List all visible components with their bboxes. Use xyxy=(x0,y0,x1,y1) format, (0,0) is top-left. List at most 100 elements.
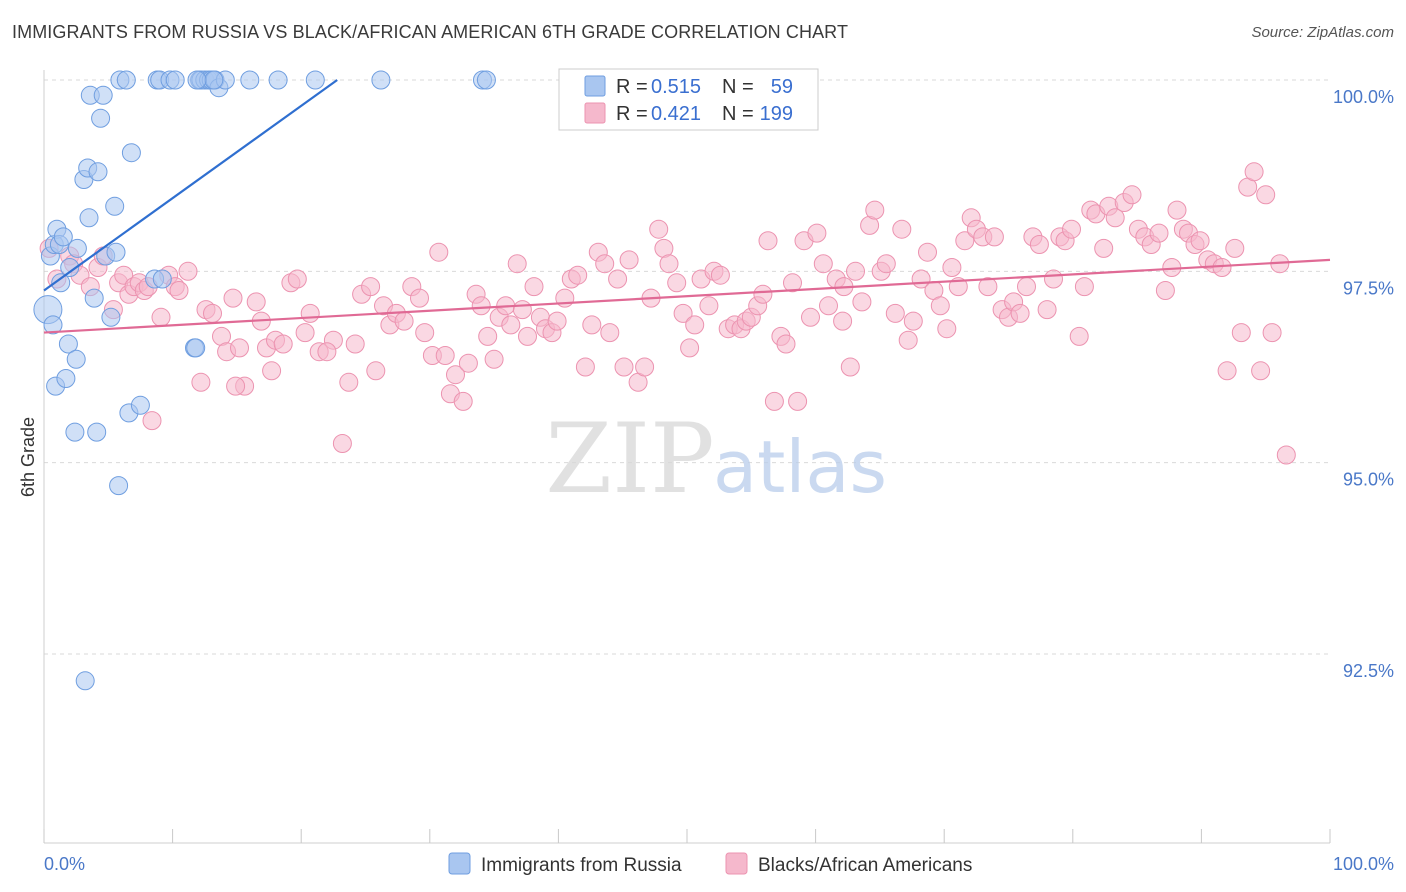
pink-data-point xyxy=(865,200,885,220)
blue-data-point xyxy=(75,671,95,691)
pink-data-point xyxy=(685,315,705,335)
x-tick-label-max: 100.0% xyxy=(1333,854,1394,874)
blue-data-point xyxy=(79,208,99,228)
blue-data-point xyxy=(186,338,206,358)
x-tick-label-min: 0.0% xyxy=(44,854,85,874)
pink-data-point xyxy=(758,231,778,251)
pink-data-point xyxy=(203,303,222,323)
blue-data-point xyxy=(60,258,80,277)
pink-data-point xyxy=(471,296,491,316)
pink-data-point xyxy=(942,258,962,277)
pink-data-point xyxy=(1069,326,1089,346)
series-legend-swatch-blue xyxy=(448,852,471,875)
legend-n-value-2: 199 xyxy=(760,103,793,125)
pink-data-point xyxy=(699,296,719,316)
pink-data-point xyxy=(892,219,912,239)
pink-data-point xyxy=(1029,235,1049,254)
pink-data-point xyxy=(484,349,504,369)
x-ticks xyxy=(43,829,1331,843)
pink-data-point xyxy=(1244,162,1264,182)
pink-data-point xyxy=(1155,281,1175,300)
y-tick-label: 100.0% xyxy=(1333,87,1394,107)
pink-data-point xyxy=(1256,185,1276,205)
pink-data-point xyxy=(366,361,386,381)
pink-data-point xyxy=(667,273,687,293)
blue-data-point xyxy=(67,238,87,258)
pink-data-point xyxy=(512,300,532,320)
pink-data-point xyxy=(501,315,521,335)
legend-r-label-1: R = xyxy=(616,76,648,98)
pink-data-point xyxy=(142,411,162,431)
blue-data-point xyxy=(268,70,288,90)
pink-data-point xyxy=(764,391,784,411)
chart-title: IMMIGRANTS FROM RUSSIA VS BLACK/AFRICAN … xyxy=(12,22,849,42)
pink-data-point xyxy=(575,357,595,377)
pink-data-point xyxy=(840,357,860,377)
y-tick-label: 92.5% xyxy=(1343,661,1394,681)
pink-data-point xyxy=(918,242,937,262)
series-legend-label-pink: Blacks/African Americans xyxy=(758,855,972,876)
blue-data-point xyxy=(93,85,113,105)
pink-data-point xyxy=(446,365,465,385)
blue-data-point xyxy=(240,70,260,90)
pink-data-point xyxy=(978,277,998,297)
pink-data-point xyxy=(1122,185,1142,205)
pink-data-point xyxy=(178,261,198,281)
pink-data-point xyxy=(753,284,773,304)
pink-data-point xyxy=(876,254,896,274)
pink-data-point xyxy=(984,227,1004,247)
pink-data-point xyxy=(710,265,730,285)
pink-data-point xyxy=(273,334,293,354)
pink-data-point xyxy=(1037,300,1057,320)
pink-data-point xyxy=(410,288,429,308)
legend-swatch-blue xyxy=(584,75,606,97)
blue-data-point xyxy=(165,70,185,90)
pink-data-point xyxy=(223,288,243,308)
blue-data-point xyxy=(130,395,150,415)
blue-data-point xyxy=(53,227,73,247)
pink-data-point xyxy=(262,361,282,381)
correlation-legend: R = 0.515 N = 59 R = 0.421 N = 199 xyxy=(558,68,819,131)
pink-data-point xyxy=(317,342,337,362)
watermark-atlas: atlas xyxy=(713,425,887,509)
pink-trend-line xyxy=(43,258,1331,334)
pink-data-point xyxy=(846,261,865,281)
y-tick-labels: 92.5% 95.0% 97.5% 100.0% xyxy=(1333,87,1394,681)
pink-data-point xyxy=(1251,361,1271,381)
pink-data-point xyxy=(1074,277,1094,297)
blue-data-point xyxy=(65,422,85,442)
pink-data-point xyxy=(776,334,796,354)
pink-data-point xyxy=(783,273,802,293)
pink-data-point xyxy=(1010,303,1030,323)
pink-data-point xyxy=(1105,208,1125,228)
blue-data-point xyxy=(152,269,172,289)
pink-data-point xyxy=(819,296,838,316)
blue-data-point xyxy=(84,288,104,308)
pink-data-point xyxy=(1062,219,1081,239)
pink-data-point xyxy=(169,281,189,300)
pink-data-point xyxy=(429,242,449,262)
blue-data-point xyxy=(87,422,107,442)
pink-data-point xyxy=(151,307,171,327)
pink-data-point xyxy=(1190,231,1210,251)
legend-n-value-1: 59 xyxy=(771,76,793,98)
legend-r-value-2: 0.421 xyxy=(651,103,701,125)
pink-data-point xyxy=(1212,258,1232,277)
blue-data-point xyxy=(56,369,76,388)
trend-lines xyxy=(43,79,1331,334)
pink-data-point xyxy=(582,315,602,335)
pink-data-point xyxy=(1149,223,1169,243)
blue-data-point xyxy=(101,307,121,327)
pink-data-point xyxy=(394,311,414,331)
blue-data-point xyxy=(371,70,391,90)
blue-data-point xyxy=(43,315,63,335)
legend-r-label-2: R = xyxy=(616,103,648,125)
pink-series-points xyxy=(39,162,1296,465)
pink-data-point xyxy=(191,372,211,392)
pink-data-point xyxy=(361,277,381,297)
pink-data-point xyxy=(415,323,435,343)
y-axis-title: 6th Grade xyxy=(18,417,38,497)
blue-data-point xyxy=(58,334,78,354)
blue-data-point xyxy=(305,70,325,90)
series-legend-label-blue: Immigrants from Russia xyxy=(481,855,682,876)
